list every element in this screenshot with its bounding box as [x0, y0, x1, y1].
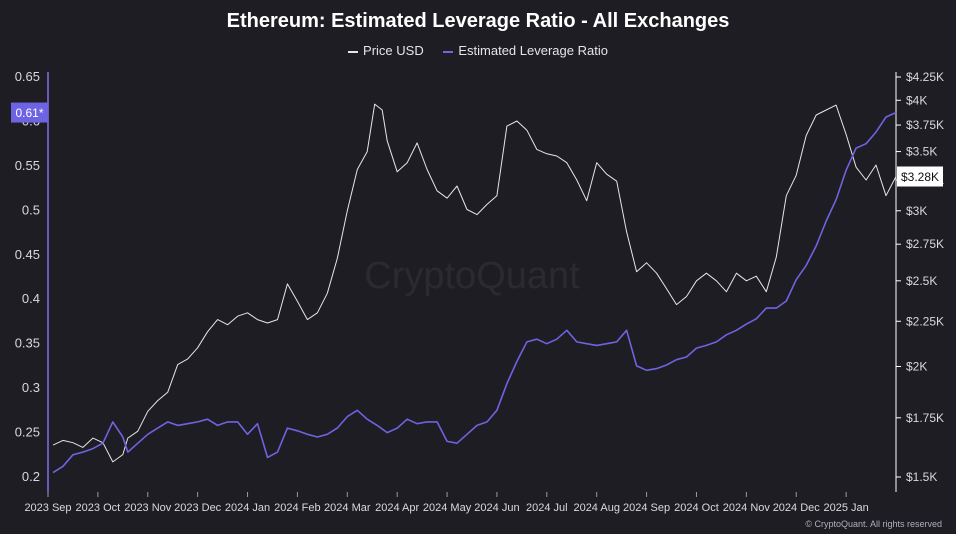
footer-credit: © CryptoQuant. All rights reserved	[805, 519, 942, 529]
left-tick-label: 0.35	[15, 336, 40, 351]
legend: Price USD Estimated Leverage Ratio	[0, 43, 956, 58]
left-tick-label: 0.4	[22, 291, 40, 306]
legend-label-leverage: Estimated Leverage Ratio	[458, 43, 608, 58]
right-tick-label: $2.25K	[906, 314, 944, 328]
x-tick-label: 2024 Oct	[674, 502, 719, 514]
right-tick-label: $2.75K	[906, 237, 944, 251]
x-tick-label: 2025 Jan	[823, 502, 868, 514]
x-tick-label: 2024 Apr	[375, 502, 419, 514]
right-tick-label: $2.5K	[906, 274, 937, 288]
right-tick-label: $3K	[906, 204, 927, 218]
legend-item-price[interactable]: Price USD	[348, 43, 424, 58]
legend-swatch-price	[348, 50, 359, 53]
x-tick-label: 2024 May	[423, 502, 472, 514]
right-tick-label: $3.75K	[906, 118, 944, 132]
x-tick-label: 2023 Oct	[76, 502, 121, 514]
current-leverage-label: 0.61*	[15, 106, 43, 120]
right-tick-label: $4.25K	[906, 70, 944, 84]
current-price-label: $3.28K	[901, 170, 939, 184]
leverage-ratio-line	[52, 111, 897, 474]
left-tick-label: 0.65	[15, 69, 40, 84]
x-tick-label: 2024 Nov	[723, 502, 771, 514]
x-tick-label: 2023 Sep	[24, 502, 71, 514]
x-tick-label: 2024 Sep	[623, 502, 670, 514]
legend-label-price: Price USD	[363, 43, 424, 58]
right-tick-label: $4K	[906, 93, 927, 107]
left-tick-label: 0.55	[15, 158, 40, 173]
right-tick-label: $1.75K	[906, 411, 944, 425]
left-tick-label: 0.2	[22, 469, 40, 484]
x-tick-label: 2024 Jan	[225, 502, 270, 514]
left-tick-label: 0.45	[15, 247, 40, 262]
chart-title: Ethereum: Estimated Leverage Ratio - All…	[226, 10, 730, 32]
left-tick-label: 0.3	[22, 380, 40, 395]
x-tick-label: 2024 Mar	[324, 502, 371, 514]
x-tick-label: 2024 Jun	[474, 502, 519, 514]
current-leverage-marker	[11, 102, 48, 123]
legend-item-leverage[interactable]: Estimated Leverage Ratio	[443, 43, 608, 58]
x-tick-label: 2023 Nov	[124, 502, 172, 514]
left-tick-label: 0.25	[15, 425, 40, 440]
current-price-marker	[897, 166, 943, 187]
x-tick-label: 2024 Dec	[773, 502, 821, 514]
right-tick-label: $3.5K	[906, 145, 937, 159]
right-tick-label: $1.5K	[906, 470, 937, 484]
legend-swatch-leverage	[443, 50, 454, 53]
x-tick-label: 2023 Dec	[174, 502, 222, 514]
x-tick-label: 2024 Feb	[274, 502, 320, 514]
watermark: CryptoQuant	[364, 255, 580, 297]
right-tick-label: $2K	[906, 360, 927, 374]
left-tick-label: 0.5	[22, 202, 40, 217]
price-usd-line	[52, 103, 897, 463]
x-tick-label: 2024 Jul	[526, 502, 568, 514]
x-tick-label: 2024 Aug	[573, 502, 620, 514]
